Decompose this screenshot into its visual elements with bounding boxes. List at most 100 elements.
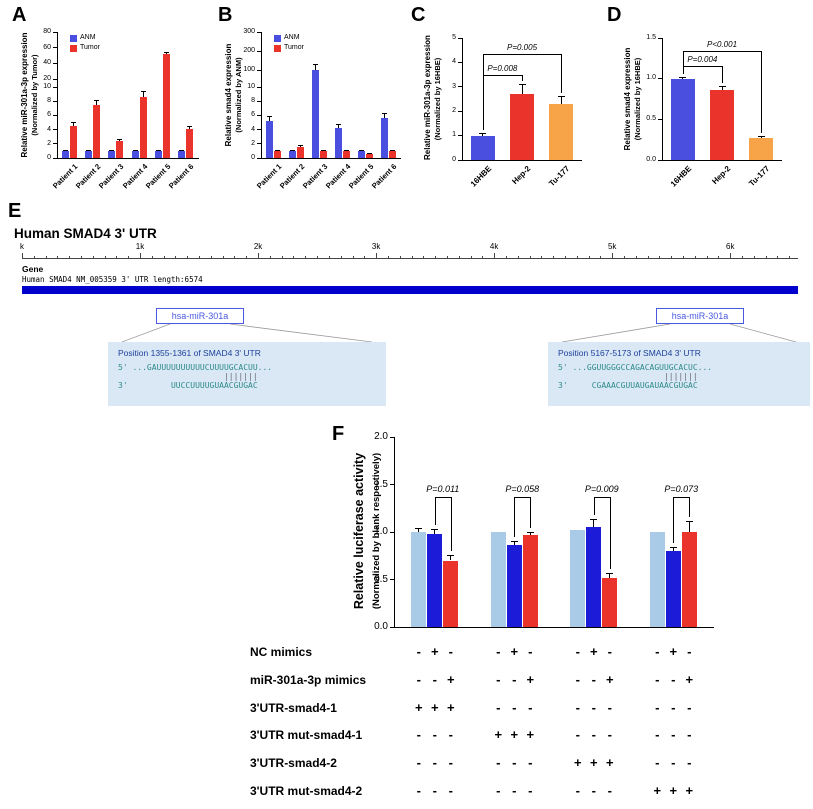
matrix-cell: - xyxy=(432,727,437,743)
x-category-label: 16HBE xyxy=(668,164,694,189)
error-bar xyxy=(119,138,121,142)
y-axis xyxy=(462,38,464,161)
ruler-minor-tick xyxy=(364,255,366,258)
error-bar-cap xyxy=(132,149,138,151)
y-axis xyxy=(57,32,59,159)
error-bar-cap xyxy=(297,144,303,146)
bar xyxy=(710,90,734,160)
ruler-minor-tick xyxy=(683,255,685,258)
panel-f-plot: 0.0 0.5 1.0 1.5 2.0 P=0.011 P=0.058 P=0.009 P=0.… xyxy=(374,431,714,632)
y-tick xyxy=(53,79,58,81)
bracket-drop xyxy=(450,496,452,551)
matrix-cell: - xyxy=(496,644,501,659)
y-tick xyxy=(658,37,663,39)
bar xyxy=(427,533,443,627)
error-bar-cap xyxy=(187,125,193,127)
bar-tumor xyxy=(139,97,147,158)
bar xyxy=(510,94,534,160)
error-bar-cap xyxy=(358,150,364,152)
p-value-label: P=0.073 xyxy=(664,483,699,494)
connector-line xyxy=(561,323,671,343)
bar xyxy=(649,532,665,627)
error-bar xyxy=(529,532,531,535)
p-value-label: P=0.004 xyxy=(687,54,718,64)
matrix-cell: + xyxy=(589,755,598,771)
bar-tumor xyxy=(163,54,170,158)
ruler-minor-tick xyxy=(175,255,177,258)
ruler-minor-tick xyxy=(777,255,779,258)
y-tick-label: 80 xyxy=(43,27,51,35)
y-tick xyxy=(53,129,58,131)
error-bar xyxy=(268,115,270,122)
y-tick-label: 4 xyxy=(452,58,456,66)
y-tick-label: 2.0 xyxy=(374,431,388,442)
ruler-minor-tick xyxy=(753,255,755,258)
matrix-cell: - xyxy=(575,699,580,715)
bracket-line xyxy=(682,65,722,67)
bar xyxy=(549,103,574,160)
legend-label: Tumor xyxy=(80,44,100,51)
matrix-cell: + xyxy=(526,671,535,687)
ruler-minor-tick xyxy=(659,255,661,258)
ruler-minor-tick xyxy=(222,255,224,258)
error-bar-cap xyxy=(757,135,765,137)
ruler-minor-tick xyxy=(635,255,637,258)
x-axis xyxy=(57,158,199,160)
y-tick xyxy=(390,626,395,628)
ruler-minor-tick xyxy=(104,255,106,258)
y-tick-label: 3 xyxy=(452,82,456,90)
gene-track-bar xyxy=(22,286,798,294)
bar xyxy=(470,135,495,160)
ruler-minor-tick xyxy=(789,255,791,258)
error-bar-cap xyxy=(389,149,395,151)
error-bar-cap xyxy=(140,90,146,92)
matrix-cell: + xyxy=(589,644,598,659)
matrix-cell: + xyxy=(573,755,582,771)
y-tick xyxy=(53,115,58,117)
error-bar xyxy=(314,64,316,71)
error-bar-cap xyxy=(94,100,99,102)
error-bar-cap xyxy=(415,528,423,530)
gene-track-name: Gene xyxy=(22,264,44,274)
bracket-drop xyxy=(530,496,532,528)
pairing-bars: ||||||| xyxy=(118,372,258,381)
y-tick-label: 6 xyxy=(47,111,51,119)
matrix-cell: + xyxy=(494,727,503,743)
bracket-line xyxy=(514,496,531,498)
bracket-drop xyxy=(561,53,563,94)
matrix-cell: + xyxy=(446,699,455,715)
matrix-cell: - xyxy=(416,755,421,771)
error-bar-cap xyxy=(62,149,68,151)
error-bar-cap xyxy=(179,150,185,152)
panel-b-letter: B xyxy=(218,4,233,26)
error-bar-cap xyxy=(343,150,349,152)
matrix-cell: - xyxy=(528,699,533,715)
matrix-cell: + xyxy=(685,783,694,798)
ruler-minor-tick xyxy=(529,255,531,258)
ruler-major-tick xyxy=(376,253,378,258)
panel-a-letter: A xyxy=(12,4,27,26)
ruler-minor-tick xyxy=(116,255,118,258)
y-tick-label: 40 xyxy=(43,59,51,67)
panel-c-plot: 0 1 2 3 4 5 16HBE Hep-2 Tu-177 P=0.008 P=0.005 xyxy=(452,34,582,189)
bar-tumor xyxy=(319,150,327,158)
error-bar xyxy=(721,85,723,91)
bar-anm xyxy=(311,70,319,158)
ruler-minor-tick xyxy=(163,255,165,258)
error-bar xyxy=(383,112,385,119)
y-tick-label: 2 xyxy=(452,107,456,114)
ruler-minor-tick xyxy=(423,255,425,258)
ruler-minor-tick xyxy=(576,255,578,258)
error-bar-cap xyxy=(117,138,123,140)
matrix-cell: - xyxy=(607,783,612,798)
matrix-cell: - xyxy=(416,644,421,659)
error-bar xyxy=(189,125,191,130)
matrix-cell: - xyxy=(432,755,437,771)
panel-d-ylabel-sub: (Normalized by 16HBE) xyxy=(633,57,642,141)
ruler-minor-tick xyxy=(81,255,83,258)
ruler-minor-tick xyxy=(411,255,413,258)
ruler-minor-tick xyxy=(210,255,212,258)
ruler-label: 1k xyxy=(135,242,145,251)
bar-tumor xyxy=(342,150,350,158)
